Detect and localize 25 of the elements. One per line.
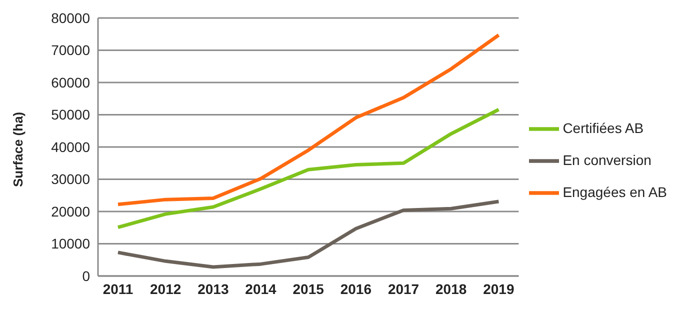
x-tick-label: 2015 xyxy=(292,280,324,297)
x-tick-label: 2011 xyxy=(102,280,134,297)
y-tick-label: 80000 xyxy=(51,10,90,26)
line-series xyxy=(116,33,500,206)
y-tick-label: 50000 xyxy=(51,106,90,123)
line-series xyxy=(116,200,500,269)
x-tick-label: 2013 xyxy=(198,280,229,297)
x-tick-label: 2019 xyxy=(483,280,514,297)
y-tick-label: 20000 xyxy=(51,203,90,220)
legend-label: Engagées en AB xyxy=(562,184,667,200)
y-tick-label: 0 xyxy=(82,268,90,284)
line-series xyxy=(116,108,500,230)
y-tick-label: 70000 xyxy=(51,42,90,58)
y-tick-label: 40000 xyxy=(51,138,90,155)
y-tick-label: 60000 xyxy=(51,74,90,90)
x-tick-label: 2012 xyxy=(150,280,182,297)
x-tick-label: 2017 xyxy=(388,280,420,297)
x-tick-label: 2018 xyxy=(436,280,467,297)
y-tick-label: 30000 xyxy=(51,171,90,188)
x-tick-label: 2014 xyxy=(245,280,277,297)
y-axis-title: Surface (ha) xyxy=(10,112,26,187)
legend-label: En conversion xyxy=(562,152,652,168)
y-tick-label: 10000 xyxy=(51,236,90,252)
legend-label: Certifiées AB xyxy=(562,120,644,136)
x-tick-label: 2016 xyxy=(340,280,372,297)
